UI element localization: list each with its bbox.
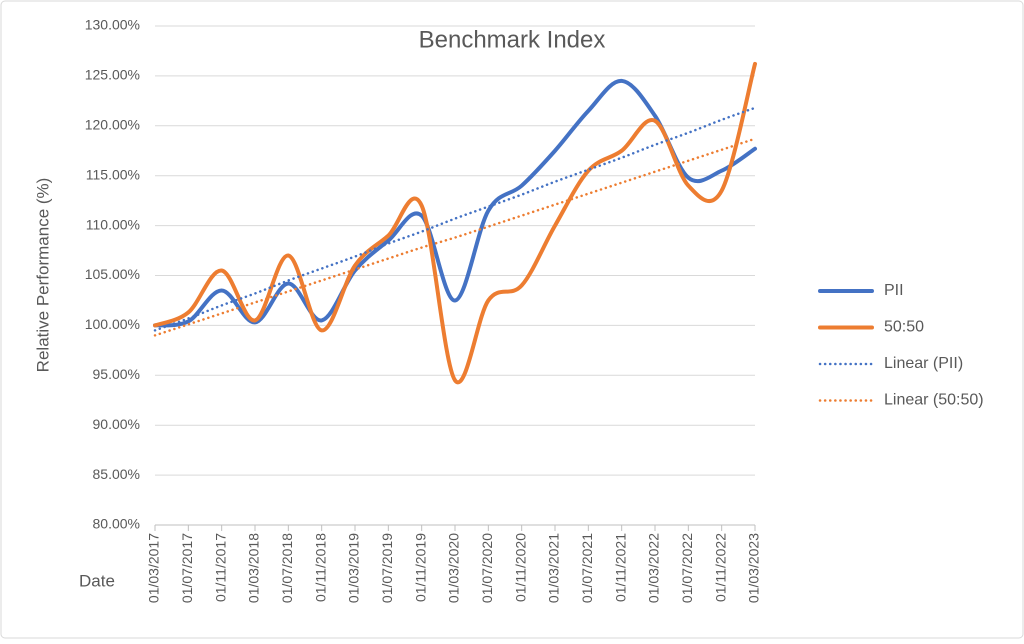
y-axis-label: Relative Performance (%) [33, 178, 52, 373]
legend-label: Linear (PII) [884, 355, 963, 372]
x-tick-label: 01/03/2023 [746, 533, 762, 603]
x-tick-label: 01/03/2021 [546, 533, 562, 603]
x-tick-label: 01/11/2018 [312, 533, 328, 602]
y-tick-label: 125.00% [85, 67, 140, 83]
x-tick-label: 01/11/2021 [612, 533, 628, 602]
legend-label: Linear (50:50) [884, 392, 984, 409]
trend-line [153, 106, 757, 332]
x-tick-label: 01/07/2021 [579, 533, 595, 603]
x-tick-label: 01/07/2020 [479, 533, 495, 603]
legend-label: PII [884, 282, 904, 299]
chart-title: Benchmark Index [419, 26, 606, 53]
y-tick-label: 115.00% [86, 166, 140, 182]
x-tick-label: 01/07/2019 [379, 533, 395, 603]
y-tick-label: 80.00% [93, 516, 140, 532]
x-tick-label: 01/03/2020 [446, 533, 462, 603]
y-tick-label: 110.00% [86, 216, 140, 232]
x-tick-label: 01/03/2017 [146, 533, 162, 603]
x-tick-label: 01/11/2019 [412, 533, 428, 602]
x-tick-label: 01/11/2022 [712, 533, 728, 602]
y-tick-label: 85.00% [93, 466, 140, 482]
x-tick-label: 01/11/2017 [212, 533, 228, 602]
y-tick-label: 130.00% [85, 17, 140, 33]
x-tick-label: 01/07/2022 [679, 533, 695, 603]
legend-label: 50:50 [884, 319, 924, 336]
y-tick-label: 105.00% [85, 266, 140, 282]
y-tick-label: 90.00% [93, 416, 140, 432]
x-tick-label: 01/07/2017 [179, 533, 195, 603]
x-axis-label: Date [79, 571, 115, 590]
x-tick-label: 01/03/2018 [246, 533, 262, 603]
trend-line [153, 137, 757, 337]
line-series [153, 61, 757, 385]
x-tick-label: 01/07/2018 [279, 533, 295, 603]
x-tick-label: 01/03/2019 [346, 533, 362, 603]
x-tick-label: 01/03/2022 [646, 533, 662, 603]
x-tick-label: 01/11/2020 [512, 533, 528, 602]
y-tick-label: 100.00% [85, 316, 140, 332]
y-tick-label: 95.00% [93, 366, 140, 382]
y-tick-label: 120.00% [85, 117, 140, 133]
